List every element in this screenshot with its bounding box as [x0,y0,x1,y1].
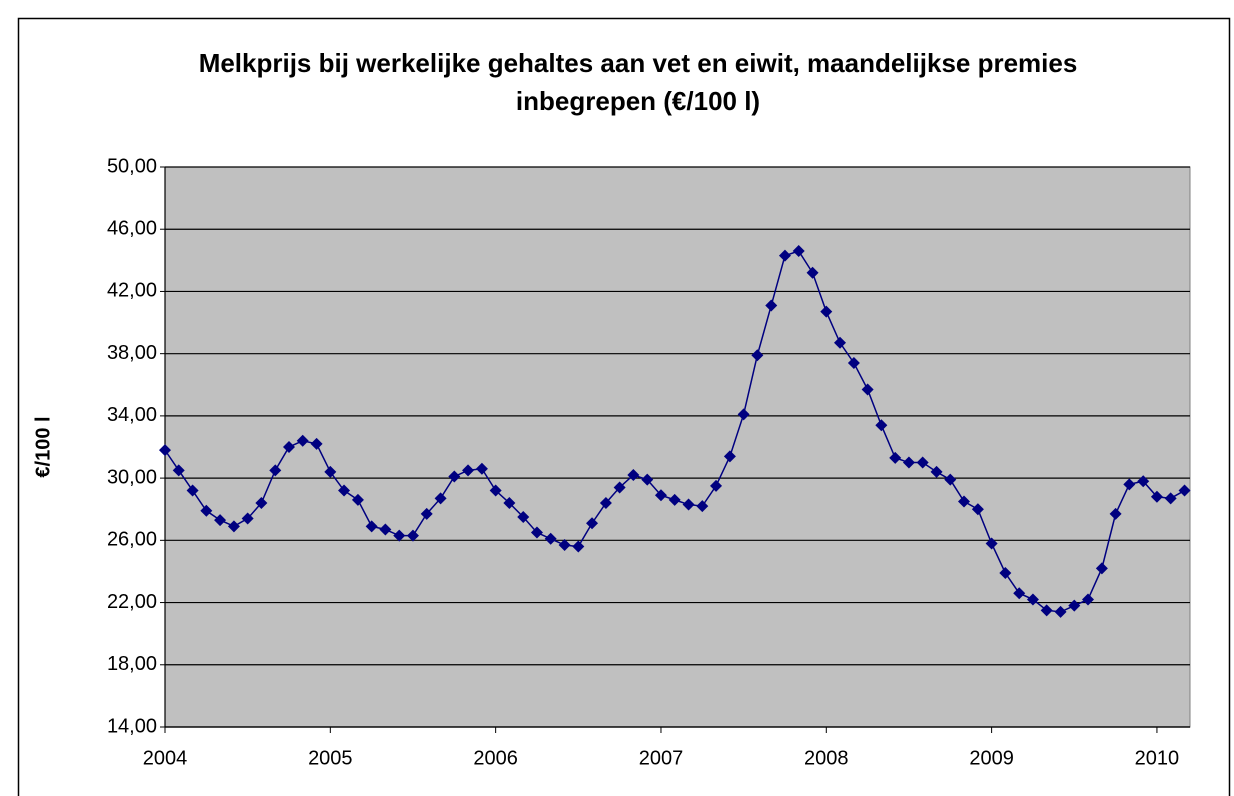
y-tick-label: 18,00 [107,653,157,675]
data-point [1109,507,1122,520]
data-point [434,492,447,505]
data-point [517,511,530,523]
data-point [475,462,488,475]
data-point [682,498,695,511]
data-point [806,266,819,279]
data-point [944,473,957,486]
data-point [778,249,791,262]
data-point [613,481,626,494]
data-point [641,473,654,486]
x-tick-label: 2006 [473,747,518,769]
data-point [241,512,254,525]
data-point [324,465,337,478]
x-tick-label: 2008 [804,747,849,769]
data-point [558,539,571,551]
data-point [255,497,268,509]
data-point [1178,484,1191,497]
data-point [365,520,378,533]
data-point [379,523,392,536]
data-point [269,464,282,477]
y-tick-label: 42,00 [107,280,157,302]
data-point [393,529,406,542]
data-point [172,464,185,477]
data-point [999,567,1012,579]
data-point [296,434,309,447]
data-point [351,493,364,506]
data-point [282,441,295,453]
data-point [654,489,667,502]
data-point [958,495,971,508]
data-point [214,514,227,527]
data-point [834,336,847,349]
data-point [1095,562,1108,575]
data-point [186,484,199,497]
data-point [985,537,998,550]
data-point [765,299,778,312]
data-point [530,526,543,539]
data-point [586,517,599,530]
data-point [847,357,860,369]
data-point [668,493,681,506]
data-point [710,479,723,492]
data-point [902,456,915,469]
data-point [1068,599,1081,612]
data-point [1137,475,1150,488]
data-point [503,497,516,509]
data-point [489,484,502,497]
data-point [1054,605,1067,618]
data-point [1013,587,1026,600]
y-tick-label: 14,00 [107,715,157,737]
data-point [544,532,557,545]
data-point [737,408,750,421]
data-point [338,484,351,497]
data-point [1081,593,1094,606]
data-point [310,437,323,450]
y-axis-label: €/100 l [32,416,54,477]
data-point [406,529,419,542]
data-point [916,456,929,469]
y-tick-label: 26,00 [107,529,157,551]
data-point [627,469,640,481]
data-point [861,383,874,396]
data-point [792,245,805,257]
data-point [723,450,736,463]
x-tick-label: 2007 [639,747,684,769]
data-point [1123,478,1136,491]
y-tick-label: 38,00 [107,342,157,364]
data-point [875,419,888,432]
data-point [1040,604,1053,617]
data-point [572,540,585,553]
x-tick-label: 2010 [1135,747,1180,769]
plot-area [164,166,1191,728]
y-tick-label: 30,00 [107,466,157,488]
x-tick-label: 2005 [308,747,353,769]
data-point [462,464,475,477]
x-tick-label: 2009 [969,747,1014,769]
data-point [200,504,213,517]
data-point [448,470,461,483]
data-point [420,507,433,520]
y-tick-label: 22,00 [107,591,157,613]
data-point [696,500,709,513]
data-point [1026,593,1039,606]
y-tick-label: 46,00 [107,218,157,240]
data-point [1164,492,1177,505]
data-point [159,444,171,457]
data-point [930,465,943,478]
data-point [227,520,240,533]
x-tick-label: 2004 [143,747,188,769]
data-point [820,305,833,318]
y-tick-label: 50,00 [107,155,157,177]
data-point [971,503,984,516]
chart-title: Melkprijs bij werkelijke gehaltes aan ve… [198,48,1078,116]
y-tick-label: 34,00 [107,404,157,426]
data-point [599,497,612,509]
data-point [1150,490,1163,503]
data-point [889,451,902,464]
data-point [751,349,764,362]
